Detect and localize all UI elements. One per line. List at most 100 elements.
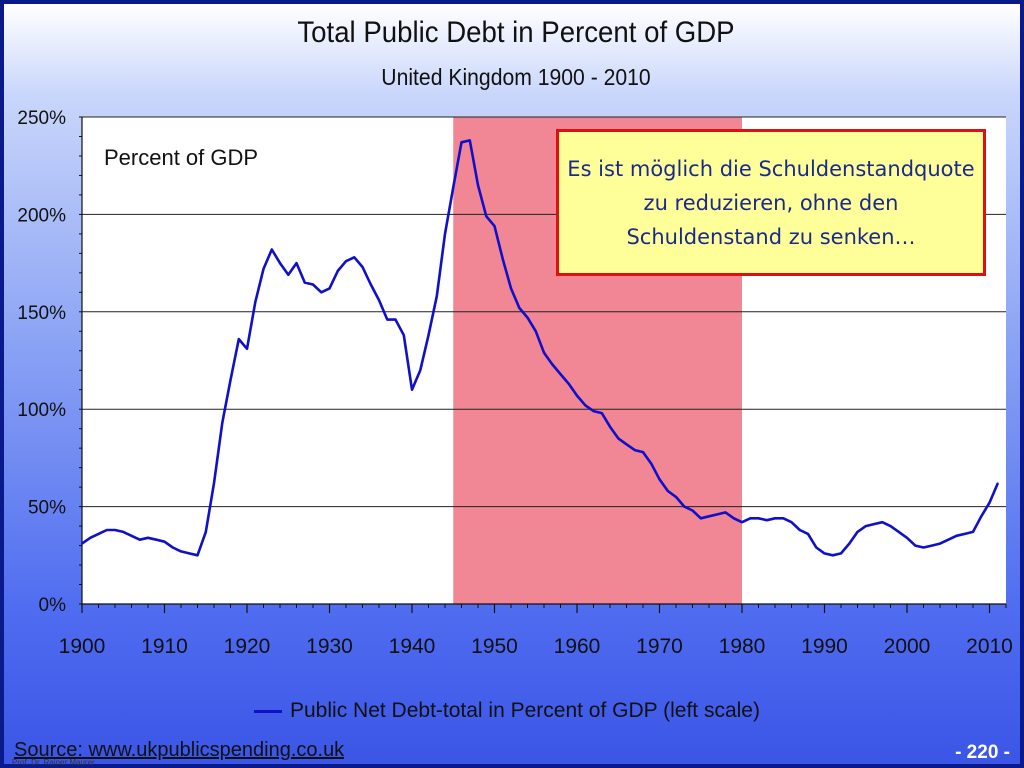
x-tick-label: 1930 [306,635,353,658]
data-point [873,523,875,525]
data-point [724,511,727,514]
data-point [559,373,562,375]
data-point [262,268,265,270]
data-point [460,141,463,144]
x-tick-label: 1980 [719,635,766,658]
data-point [716,513,719,516]
data-point [188,552,191,555]
data-point [312,283,314,286]
data-point [840,552,842,555]
data-point [790,521,793,523]
data-point [163,540,166,543]
data-point [774,517,776,520]
data-point [493,225,496,227]
data-point [303,281,306,284]
data-point [988,501,991,504]
data-point [584,404,587,407]
callout-box: Es ist möglich die Schuldenstandquote zu… [556,129,986,276]
data-point [485,215,488,218]
x-tick-label: 1940 [389,635,436,658]
data-point [427,334,430,336]
data-point [196,554,199,557]
x-tick-label: 1960 [554,635,601,658]
data-point [114,529,116,531]
data-point [411,388,413,391]
data-point [848,542,851,545]
callout-text: Es ist möglich die Schuldenstandquote zu… [567,156,975,249]
data-point [633,449,636,451]
x-tick-label: 1920 [224,635,271,658]
data-point [666,490,669,492]
data-point [204,531,207,533]
y-tick-label: 150% [17,303,66,324]
data-point [765,519,768,522]
data-point [501,258,504,261]
data-point [600,412,603,414]
x-tick-label: 1950 [471,635,518,658]
data-point [510,287,512,290]
data-point [518,307,521,309]
data-point [180,550,182,553]
data-point [972,531,974,533]
data-point [658,478,661,481]
data-point [749,517,752,520]
data-point [592,410,595,412]
legend-label: Public Net Debt-total in Percent of GDP … [290,699,760,722]
data-point [419,369,422,372]
data-point [81,542,83,545]
data-point [320,291,323,294]
data-point [279,262,281,264]
data-point [526,316,529,319]
data-point [295,262,298,264]
page-number: - 220 - [955,742,1010,763]
data-point [328,287,331,290]
data-point [625,443,628,446]
data-point [237,338,240,340]
author-footer: Prof. Dr. Rainer Maurer [12,758,95,767]
data-point [881,521,884,523]
y-tick-label: 0% [39,595,67,616]
data-point [130,535,133,537]
data-point [369,283,372,286]
data-point [534,330,537,333]
data-point [807,533,809,535]
data-point [947,538,950,541]
data-point [270,248,273,251]
chart-legend: Public Net Debt-total in Percent of GDP … [254,697,760,725]
data-point [468,139,471,142]
data-point [831,554,834,557]
x-tick-label: 1990 [801,635,848,658]
data-point [155,538,158,541]
data-point [444,233,446,235]
data-point [477,184,479,186]
data-point [386,318,389,321]
data-point [889,525,892,527]
data-point [864,525,867,527]
data-point [914,544,917,547]
data-point [394,318,397,321]
source-link[interactable]: Source: www.ukpublicspending.co.uk [14,739,345,761]
data-point [683,505,686,508]
data-point [823,552,826,555]
x-tick-label: 1900 [59,635,106,658]
data-point [757,517,760,520]
data-point [815,546,818,549]
data-point [963,533,966,535]
data-point [229,379,232,381]
data-point [996,482,999,485]
debt-line-chart: 0% 50% 100% 150% 200% 250% 1900 1910 1920 1930 194… [17,108,1012,658]
data-point [798,529,801,531]
data-point [138,538,141,541]
chart-title: Total Public Debt in Percent of GDP [297,16,735,49]
x-tick-label: 2000 [884,635,931,658]
y-tick-label: 100% [17,400,66,421]
chart-subtitle: United Kingdom 1900 - 2010 [381,64,651,90]
data-point [980,515,983,518]
data-point [699,517,702,520]
data-point [361,266,364,268]
data-point [642,451,644,453]
data-point [939,542,941,545]
data-point [955,535,958,537]
data-point [567,383,570,385]
